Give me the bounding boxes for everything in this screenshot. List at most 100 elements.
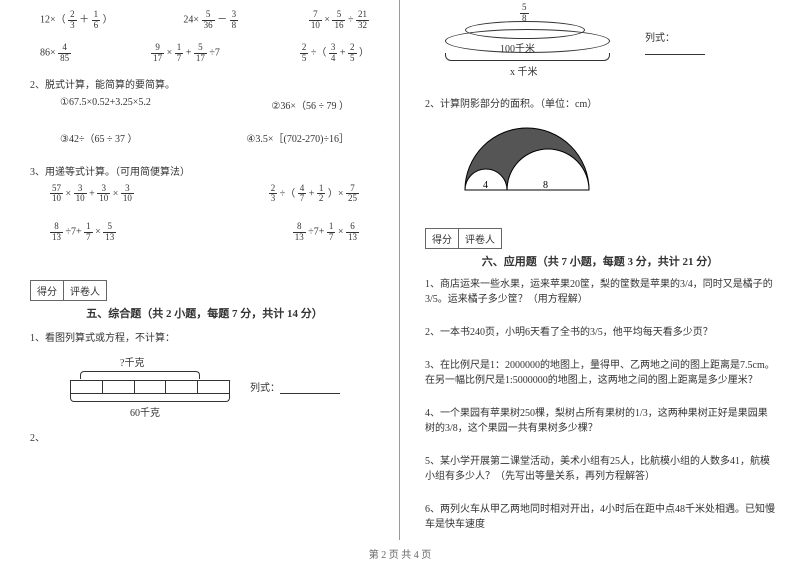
text: ）: [103, 15, 113, 26]
fraction: 917: [151, 43, 164, 64]
op: －: [217, 15, 230, 26]
shaded-diagram: 4 8: [455, 120, 775, 198]
op: +: [340, 47, 348, 58]
text: ÷7: [209, 47, 220, 58]
op: ÷7+: [308, 227, 324, 238]
op: ÷（: [280, 188, 296, 199]
formula-label: 列式：: [250, 379, 340, 394]
app-q2: 2、一本书240页，小明6天看了全书的3/5，他平均每天看多少页？: [425, 325, 775, 340]
fraction: 813: [293, 222, 306, 243]
expr-1a: 12×（ 23 ＋ 16 ）: [40, 10, 113, 31]
text: 列式：: [250, 383, 280, 394]
expr-1c: 710 × 516 ÷ 2132: [309, 10, 369, 31]
fraction: 12: [317, 184, 326, 205]
q3-expr-b: 23 ÷（ 47 + 12 ）× 725: [269, 184, 359, 205]
op: ÷7+: [66, 227, 82, 238]
fraction: 17: [175, 43, 184, 64]
app-q5: 5、某小学开展第二课堂活动，美术小组有25人，比航模小组的人数多41，航模小组有…: [425, 454, 775, 484]
fraction: 725: [346, 184, 359, 205]
expr-row-2: 86× 485 917 × 17 + 517 ÷7 25 ÷（ 34 + 25 …: [30, 43, 379, 64]
q2-item4: ④3.5×［(702-270)÷16］: [246, 130, 349, 145]
expr-2c: 25 ÷（ 34 + 25 ）: [300, 43, 369, 64]
score-box: 得分 评卷人: [30, 280, 107, 301]
op: ÷（: [311, 47, 327, 58]
page: 12×（ 23 ＋ 16 ） 24× 536 － 38 710 × 516 ÷ …: [0, 0, 800, 540]
brace-top: [80, 371, 200, 379]
op: ×: [167, 47, 175, 58]
fraction: 38: [230, 10, 239, 31]
fraction: 310: [97, 184, 110, 205]
fraction: 485: [58, 43, 71, 64]
diagram-1: ?千克 列式： 60千克: [70, 354, 379, 419]
diagram-bottom-label: 60千克: [130, 404, 379, 419]
diagram-top-label: ?千克: [120, 354, 379, 369]
question-3: 3、用递等式计算。（可用简便算法）: [30, 163, 379, 178]
section-6-title: 六、应用题（共 7 小题，每题 3 分，共计 21 分）: [425, 253, 775, 269]
q2-item1: ①67.5×0.52+3.25×5.2: [60, 97, 151, 112]
q2-row2: ③42÷（65 ÷ 37 ） ④3.5×［(702-270)÷16］: [30, 130, 379, 145]
fraction: 536: [202, 10, 215, 31]
app-q3: 3、在比例尺是1：2000000的地图上，量得甲、乙两地之间的图上距离是7.5c…: [425, 358, 775, 388]
op: ＋: [79, 15, 92, 26]
op: +: [309, 188, 315, 199]
fraction: 25: [300, 43, 309, 64]
score-label: 得分: [31, 281, 64, 300]
op: ×: [324, 15, 332, 26]
expr-2a: 86× 485: [40, 43, 71, 64]
fraction: 16: [92, 10, 101, 31]
op: +: [89, 188, 95, 199]
score-box-r: 得分 评卷人: [425, 228, 502, 249]
semicircle-icon: 4 8: [455, 120, 605, 195]
brace-bottom: [445, 53, 610, 61]
op: ×: [66, 188, 74, 199]
score-label: 得分: [426, 229, 459, 248]
fraction: 613: [346, 222, 359, 243]
question-2: 2、脱式计算，能简算的要简算。: [30, 76, 379, 91]
fraction: 23: [68, 10, 77, 31]
s5-q1: 1、看图列算式或方程，不计算：: [30, 329, 379, 344]
fraction: 25: [348, 43, 357, 64]
fraction: 17: [84, 222, 93, 243]
blank-line: [280, 384, 340, 394]
oval-bot-label: x 千米: [510, 63, 538, 78]
fraction: 5710: [50, 184, 63, 205]
fraction: 23: [269, 184, 278, 205]
bar-diagram: [70, 380, 230, 394]
fraction: 513: [103, 222, 116, 243]
fraction: 47: [298, 184, 307, 205]
section-5-title: 五、综合题（共 2 小题，每题 7 分，共计 14 分）: [30, 305, 379, 321]
q3-row1: 5710 × 310 + 310 × 310 23 ÷（ 47 + 12 ）× …: [30, 184, 379, 205]
page-footer: 第 2 页 共 4 页: [0, 546, 800, 561]
app-q6: 6、两列火车从甲乙两地同时相对开出，4小时后在距中点48千米处相遇。已知慢车是快…: [425, 502, 775, 532]
fraction: 517: [194, 43, 207, 64]
op: ×: [113, 188, 121, 199]
grader-label: 评卷人: [459, 229, 501, 248]
oval-outer: [445, 29, 610, 53]
oval-diagram: 58 100千米 x 千米 列式：: [445, 15, 625, 75]
text: 86×: [40, 47, 56, 58]
grader-label: 评卷人: [64, 281, 106, 300]
q2-item2: ②36×（56 ÷ 79 ）: [271, 97, 349, 112]
label-4: 4: [483, 180, 488, 191]
fraction: 34: [329, 43, 338, 64]
text: 列式：: [645, 33, 675, 44]
s5-q2: 2、: [30, 429, 379, 444]
formula-label: 列式：: [645, 29, 705, 55]
text: ）: [359, 47, 369, 58]
fraction: 17: [327, 222, 336, 243]
fraction: 310: [74, 184, 87, 205]
q2-item3: ③42÷（65 ÷ 37 ）: [60, 130, 137, 145]
app-q4: 4、一个果园有苹果树250棵，梨树占所有果树的1/3，这两种果树正好是果园果树的…: [425, 406, 775, 436]
q3-expr2-a: 813 ÷7+ 17 × 513: [50, 222, 116, 243]
op: ÷: [348, 15, 356, 26]
op: +: [186, 47, 194, 58]
op: ×: [338, 227, 346, 238]
q2-row1: ①67.5×0.52+3.25×5.2 ②36×（56 ÷ 79 ）: [30, 97, 379, 112]
expr-row-1: 12×（ 23 ＋ 16 ） 24× 536 － 38 710 × 516 ÷ …: [30, 10, 379, 31]
fraction: 516: [332, 10, 345, 31]
r-q2: 2、计算阴影部分的面积。（单位：cm）: [425, 95, 775, 110]
fraction: 813: [50, 222, 63, 243]
op: ×: [95, 227, 103, 238]
q3-expr-a: 5710 × 310 + 310 × 310: [50, 184, 134, 205]
fraction: 710: [309, 10, 322, 31]
